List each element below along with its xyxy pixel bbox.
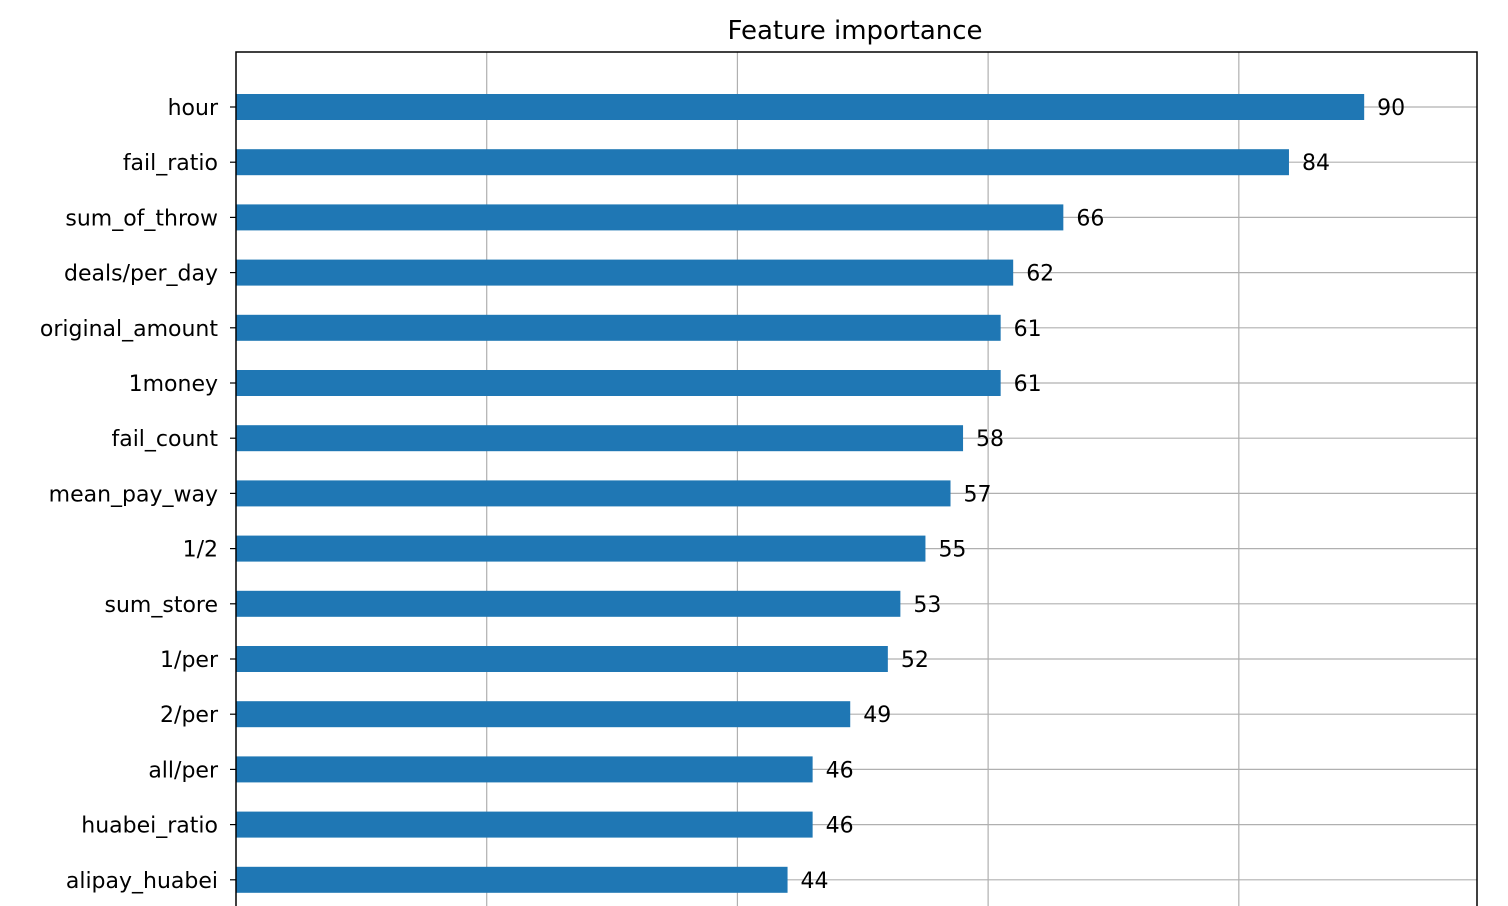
y-tick-label: fail_count (111, 427, 218, 452)
y-tick-label: 2/per (160, 703, 219, 728)
bar-value-label: 66 (1076, 206, 1104, 231)
bar (236, 204, 1064, 231)
bar (236, 94, 1365, 120)
y-tick-label: all/per (148, 758, 219, 783)
bar (236, 590, 901, 617)
bar-value-label: 90 (1377, 96, 1405, 121)
bars-layer (236, 94, 1365, 893)
y-tick-label: deals/per_day (64, 262, 218, 287)
y-tick-label: 1money (129, 372, 218, 397)
bar (236, 480, 951, 507)
y-tick-label: sum_of_throw (65, 206, 218, 231)
y-tick-label: sum_store (105, 593, 218, 618)
bar (236, 149, 1289, 176)
bar-value-label: 49 (863, 703, 891, 728)
plot-frame (235, 51, 1478, 906)
y-tick-label: original_amount (40, 317, 218, 342)
y-tick-label: 1/2 (183, 538, 218, 563)
y-tick-label: huabei_ratio (81, 814, 218, 839)
bar-value-label: 46 (826, 758, 854, 783)
bar-value-label: 44 (801, 869, 829, 894)
bar-value-label: 53 (913, 593, 941, 618)
y-tick-label: alipay_huabei (66, 869, 218, 894)
bar (236, 646, 888, 672)
y-tick-label: 1/per (160, 648, 219, 673)
bar-value-label: 61 (1014, 317, 1042, 342)
bar-value-label: 62 (1026, 262, 1054, 287)
value-labels-layer: 90 84 66 62 61 61 58 57 55 53 52 49 46 46 44 (801, 96, 1406, 894)
bar-value-label: 46 (826, 814, 854, 839)
y-tick-label: fail_ratio (123, 151, 218, 176)
bar-value-label: 84 (1302, 151, 1330, 176)
bar-value-label: 55 (938, 538, 966, 563)
bar (236, 811, 813, 838)
bar-value-label: 57 (964, 482, 992, 507)
y-tick-label: hour (168, 96, 219, 121)
chart-title: Feature importance (727, 16, 982, 46)
plot-border (235, 51, 1478, 906)
y-tick-labels-layer: hour fail_ratio sum_of_throw deals/per_dayo… (40, 96, 236, 894)
bar (236, 370, 1001, 396)
bar-value-label: 58 (976, 427, 1004, 452)
bar-value-label: 61 (1014, 372, 1042, 397)
bar-value-label: 52 (901, 648, 929, 673)
bar (236, 701, 851, 728)
bar (236, 314, 1001, 341)
y-tick-label: mean_pay_way (49, 482, 218, 507)
bar (236, 866, 788, 893)
bar (236, 425, 964, 452)
bar (236, 756, 813, 783)
bar (236, 535, 926, 562)
bar (236, 259, 1014, 286)
